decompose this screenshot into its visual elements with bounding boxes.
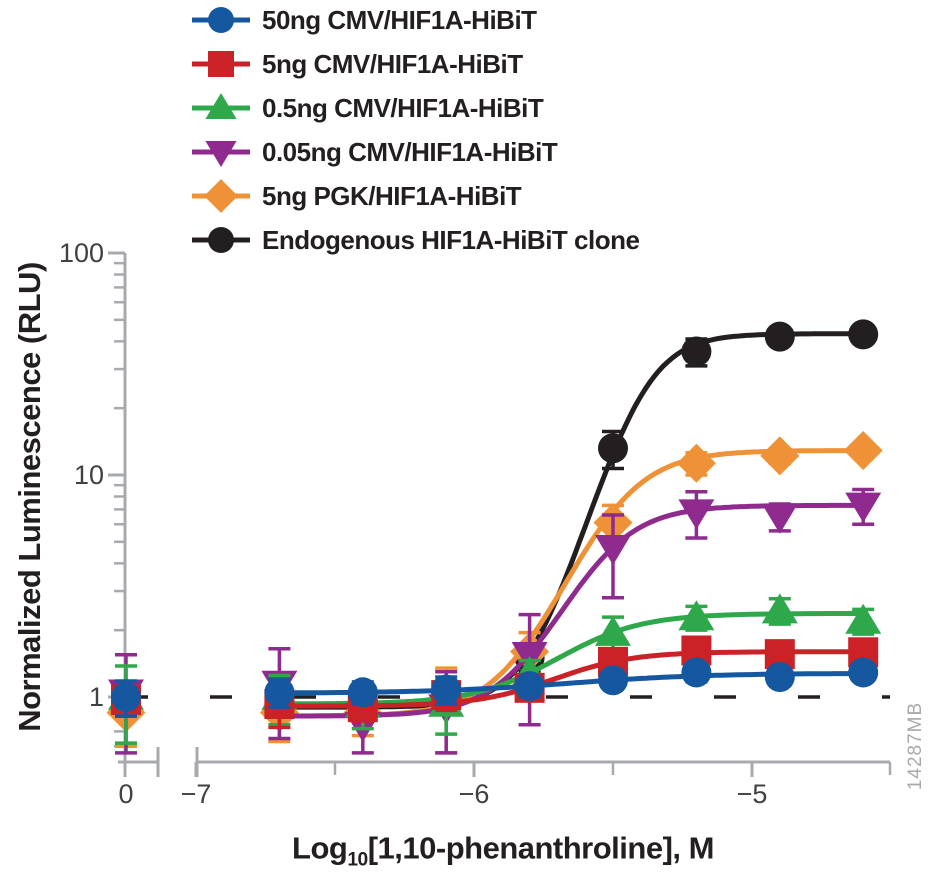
series-cmv005-marker — [595, 535, 631, 566]
series-cmv50-marker — [514, 671, 545, 702]
legend-label: Endogenous HIF1A-HiBiT clone — [262, 224, 640, 255]
series-cmv05-marker — [761, 593, 798, 624]
legend-label: 0.05ng CMV/HIF1A-HiBiT — [262, 136, 558, 167]
series-cmv005-marker — [678, 499, 715, 530]
legend-item-pgk5: 5ng PGK/HIF1A-HiBiT — [188, 176, 522, 216]
triangle-up-legend-icon — [192, 93, 250, 120]
legend-item-cmv5: 5ng CMV/HIF1A-HiBiT — [188, 44, 523, 84]
y-tick-label: 10 — [74, 460, 104, 490]
x-axis-label-prefix: Log — [292, 830, 348, 866]
legend-marker — [205, 93, 237, 120]
triangle-down-legend-icon — [192, 140, 250, 167]
series-endog-marker — [598, 433, 628, 464]
circle-legend-icon — [192, 227, 250, 253]
x-axis-label: Log10[1,10-phenanthroline], M — [292, 830, 714, 871]
series-cmv50-marker — [264, 677, 295, 708]
series-cmv005-marker — [845, 492, 882, 523]
x-tick-label: −7 — [181, 779, 212, 809]
series-cmv50-marker — [431, 674, 462, 705]
series-endog-marker — [764, 321, 795, 352]
legend-marker — [208, 227, 234, 253]
x-axis-label-subscript: 10 — [347, 849, 368, 871]
series-pgk5-marker — [843, 430, 883, 470]
y-tick-label: 100 — [59, 238, 104, 268]
series-cmv05-marker — [678, 600, 715, 631]
series-cmv05-marker — [595, 615, 631, 646]
x-tick-label: 0 — [118, 779, 133, 809]
watermark-text: 14287MB — [905, 701, 926, 791]
series-cmv50-marker — [764, 662, 795, 693]
x-tick-label: −5 — [737, 779, 768, 809]
legend-item-cmv005: 0.05ng CMV/HIF1A-HiBiT — [188, 132, 558, 172]
series-endog-marker — [681, 336, 712, 367]
series-cmv50-marker — [111, 682, 141, 712]
legend-label: 0.5ng CMV/HIF1A-HiBiT — [262, 92, 544, 123]
legend-marker — [208, 51, 234, 77]
legend-item-endog: Endogenous HIF1A-HiBiT clone — [188, 220, 640, 260]
y-axis-label-text: Normalized Luminescence (RLU) — [12, 262, 47, 732]
legend-marker — [204, 179, 238, 213]
y-axis-label: Normalized Luminescence (RLU) — [12, 262, 48, 732]
series-pgk5-marker — [676, 443, 716, 483]
series-endog-marker — [848, 319, 879, 350]
series-cmv50-marker — [848, 657, 879, 688]
series-cmv50-marker — [681, 657, 712, 688]
legend-label: 5ng CMV/HIF1A-HiBiT — [262, 48, 523, 79]
square-legend-icon — [192, 51, 250, 77]
series-cmv005-marker — [761, 503, 798, 534]
legend-marker — [205, 140, 237, 167]
legend-label: 50ng CMV/HIF1A-HiBiT — [262, 4, 537, 35]
x-axis-label-suffix: [1,10-phenanthroline], M — [367, 830, 715, 866]
series-cmv50-marker — [347, 677, 378, 708]
circle-legend-icon — [192, 7, 250, 33]
legend-item-cmv05: 0.5ng CMV/HIF1A-HiBiT — [188, 88, 544, 128]
legend-label: 5ng PGK/HIF1A-HiBiT — [262, 180, 522, 211]
series-cmv05-marker — [845, 603, 882, 634]
series-pgk5 — [106, 430, 883, 755]
legend-marker — [208, 7, 234, 33]
series-endog — [111, 319, 879, 725]
series-cmv50-marker — [598, 665, 628, 696]
series-pgk5-marker — [760, 436, 800, 476]
series-cmv50 — [111, 657, 879, 718]
legend-item-cmv50: 50ng CMV/HIF1A-HiBiT — [188, 0, 537, 40]
diamond-legend-icon — [192, 179, 250, 213]
y-tick-label: 1 — [89, 682, 104, 712]
x-tick-label: −6 — [459, 779, 490, 809]
